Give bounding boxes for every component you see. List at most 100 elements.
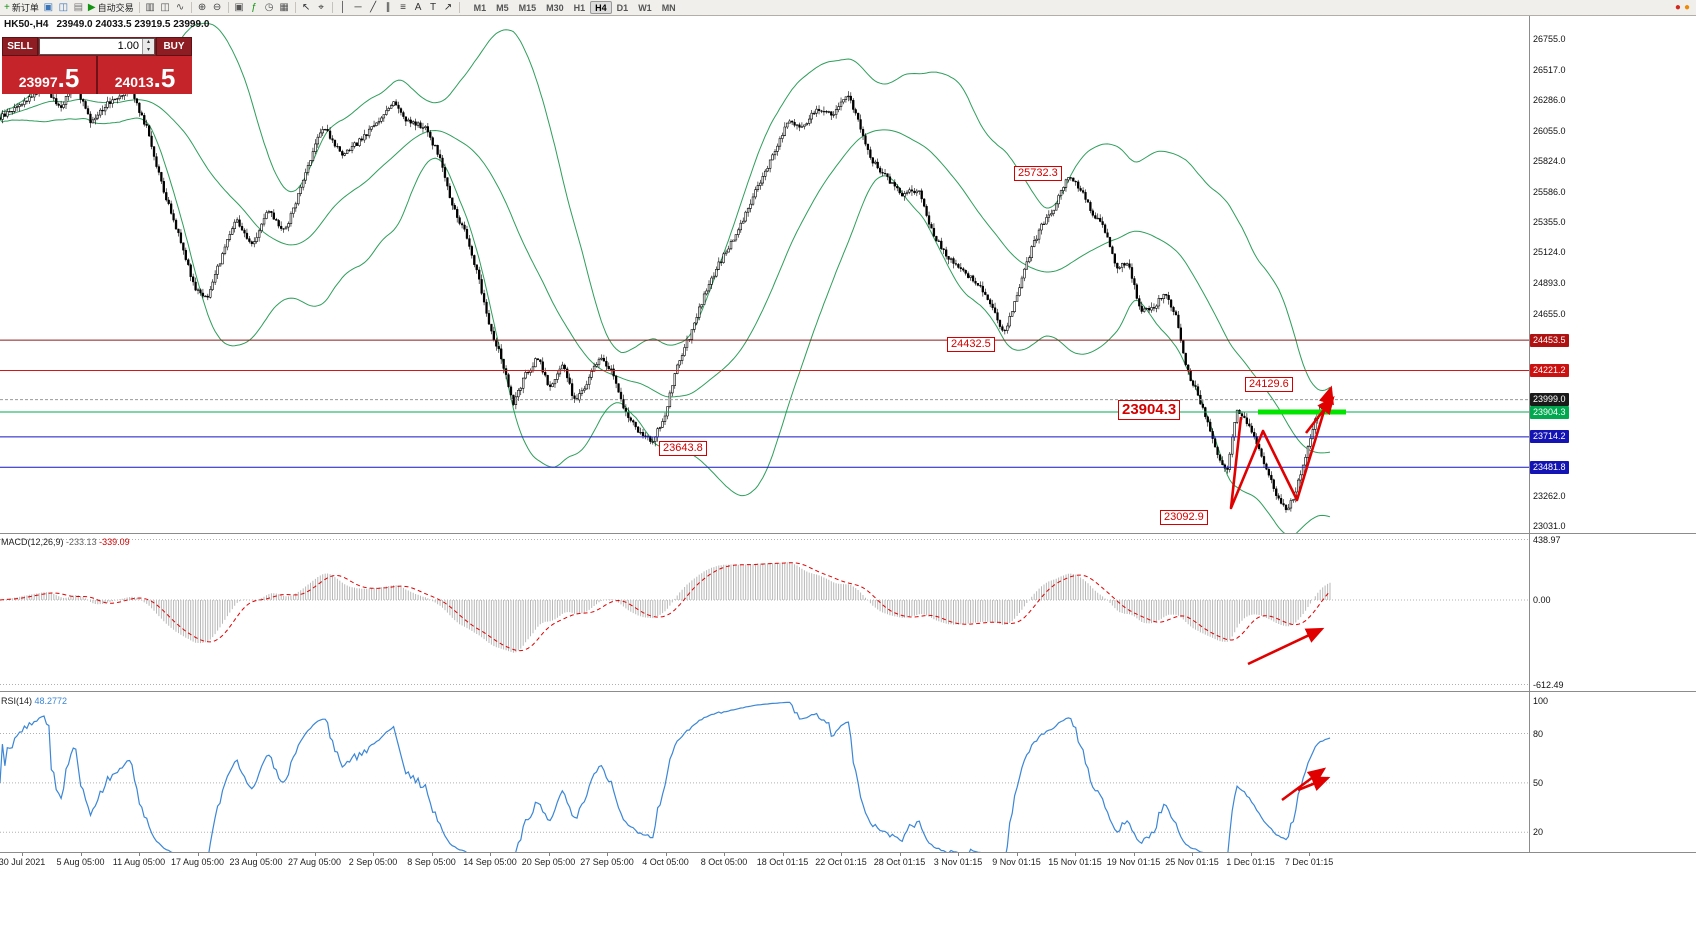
chart-profiles-icon[interactable]: ▣ bbox=[41, 1, 56, 15]
time-axis-label: 14 Sep 05:00 bbox=[463, 857, 517, 867]
toolbar-separator bbox=[458, 2, 460, 13]
tile-windows-button[interactable]: ▣ bbox=[232, 1, 247, 15]
template-icon: ▦ bbox=[279, 1, 289, 13]
channel-button[interactable]: ∥ bbox=[381, 1, 396, 15]
timeframe-m15[interactable]: M15 bbox=[518, 2, 537, 13]
zoom-in-icon: ⊕ bbox=[197, 1, 207, 13]
text-label-icon: T bbox=[430, 1, 437, 13]
sell-button[interactable]: SELL bbox=[2, 37, 38, 56]
indicators-button[interactable]: ƒ bbox=[247, 1, 262, 15]
symbol-period-label: HK50-,H4 bbox=[4, 19, 49, 30]
time-axis-tick bbox=[1309, 853, 1310, 856]
line-chart-button[interactable]: ∿ bbox=[173, 1, 188, 15]
rsi-line bbox=[0, 701, 1331, 852]
timeframe-mn[interactable]: MN bbox=[661, 2, 676, 13]
timeframe-toolbar: M1 M5 M15 M30 H1 H4 D1 W1 MN bbox=[469, 1, 681, 14]
timeframe-d1[interactable]: D1 bbox=[616, 2, 629, 13]
arrow-objects-icon: ↗ bbox=[443, 1, 453, 13]
macd-signal-line bbox=[0, 562, 1331, 652]
pane-separator[interactable] bbox=[0, 691, 1696, 692]
time-axis-tick bbox=[22, 853, 23, 856]
toolbar-separator bbox=[294, 2, 296, 13]
time-axis-label: 7 Dec 01:15 bbox=[1284, 857, 1334, 867]
one-click-trading-panel: SELL 1.00 ▴ ▾ BUY 23997.5 24013.5 bbox=[2, 37, 192, 94]
bar-chart-button[interactable]: ▥ bbox=[143, 1, 158, 15]
macd-up-arrow bbox=[1247, 627, 1325, 666]
periods-button[interactable]: ◷ bbox=[262, 1, 277, 15]
volume-up-arrow[interactable]: ▴ bbox=[146, 39, 150, 45]
trendline-button[interactable]: ╱ bbox=[366, 1, 381, 15]
time-axis-label: 25 Nov 01:15 bbox=[1165, 857, 1219, 867]
time-axis-tick bbox=[1133, 853, 1135, 856]
time-axis-label: 8 Oct 05:00 bbox=[700, 857, 748, 867]
crosshair-button[interactable]: ⌖ bbox=[314, 1, 329, 15]
buy-price[interactable]: 24013.5 bbox=[98, 56, 192, 94]
zoom-out-icon: ⊖ bbox=[212, 1, 222, 13]
autotrading-button[interactable]: ▶ 自动交易 bbox=[86, 1, 136, 15]
market-watch-icon[interactable]: ◫ bbox=[56, 1, 71, 15]
timeframe-m5[interactable]: M5 bbox=[496, 2, 509, 13]
price-pane[interactable] bbox=[0, 22, 1332, 535]
toolbar-separator bbox=[331, 2, 333, 13]
rsi-value: 48.2772 bbox=[34, 696, 68, 706]
time-axis[interactable]: 30 Jul 2021 5 Aug 05:00 11 Aug 05:00 17 Aug… bbox=[0, 852, 1696, 869]
fibonacci-button[interactable]: ≡ bbox=[396, 1, 411, 15]
horizontal-level-lines[interactable] bbox=[0, 339, 1529, 468]
time-axis-label: 27 Aug 05:00 bbox=[287, 857, 342, 867]
chart-profiles-icon: ▣ bbox=[43, 1, 54, 13]
volume-stepper[interactable]: 1.00 ▴ ▾ bbox=[39, 38, 155, 55]
status-orange-icon[interactable]: ● bbox=[1683, 1, 1690, 13]
arrow-objects-button[interactable]: ↗ bbox=[441, 1, 456, 15]
fibonacci-icon: ≡ bbox=[400, 1, 406, 13]
ohlc-values: 23949.0 24033.5 23919.5 23999.0 bbox=[56, 19, 210, 30]
vertical-line-button[interactable]: │ bbox=[336, 1, 351, 15]
data-window-icon: ▤ bbox=[73, 1, 84, 13]
indicators-add-icon: ƒ bbox=[251, 1, 257, 13]
text-label-button[interactable]: T bbox=[426, 1, 441, 15]
time-axis-tick bbox=[490, 853, 491, 856]
timeframe-h1[interactable]: H1 bbox=[573, 2, 586, 13]
trendline-icon: ╱ bbox=[370, 1, 377, 13]
zoom-in-button[interactable]: ⊕ bbox=[195, 1, 210, 15]
time-axis-tick bbox=[314, 853, 316, 856]
time-axis-label: 18 Oct 01:15 bbox=[756, 857, 809, 867]
cursor-button[interactable]: ↖ bbox=[299, 1, 314, 15]
pane-separator[interactable] bbox=[0, 533, 1696, 534]
data-window-icon[interactable]: ▤ bbox=[71, 1, 86, 15]
trade-panel-prices: 23997.5 24013.5 bbox=[2, 56, 192, 94]
time-axis-tick bbox=[1250, 853, 1252, 856]
buy-button[interactable]: BUY bbox=[156, 37, 192, 56]
timeframe-m30[interactable]: M30 bbox=[546, 2, 564, 13]
vertical-line-icon: │ bbox=[339, 1, 347, 13]
toolbar-separator bbox=[138, 2, 140, 13]
time-axis-label: 30 Jul 2021 bbox=[0, 857, 46, 867]
trend-arrows bbox=[1229, 385, 1335, 802]
rsi-up-arrow-1 bbox=[1281, 767, 1327, 802]
horizontal-line-button[interactable]: ─ bbox=[351, 1, 366, 15]
templates-button[interactable]: ▦ bbox=[277, 1, 292, 15]
status-red-icon[interactable]: ● bbox=[1674, 1, 1681, 13]
time-axis-tick bbox=[1075, 853, 1076, 856]
timeframe-w1[interactable]: W1 bbox=[638, 2, 652, 13]
time-axis-label: 2 Sep 05:00 bbox=[348, 857, 398, 867]
volume-down-arrow[interactable]: ▾ bbox=[146, 46, 150, 53]
toolbar: + 新订单 ▣ ◫ ▤ ▶ 自动交易 ▥ ◫ ∿ ⊕ ⊖ ▣ ƒ ◷ ▦ ↖ ⌖ │ ─ ╱ ∥ ≡ A T ↗ M1 M5 M15 M3… bbox=[0, 0, 1696, 16]
candlestick-chart-button[interactable]: ◫ bbox=[158, 1, 173, 15]
time-axis-label: 5 Aug 05:00 bbox=[56, 857, 105, 867]
text-button[interactable]: A bbox=[411, 1, 426, 15]
new-order-button[interactable]: + 新订单 bbox=[2, 1, 41, 15]
macd-value: -233.13 bbox=[66, 537, 97, 547]
timeframe-h4[interactable]: H4 bbox=[590, 1, 612, 14]
timeframe-m1[interactable]: M1 bbox=[473, 2, 487, 13]
rsi-pane[interactable] bbox=[0, 701, 1529, 863]
time-axis-tick bbox=[548, 853, 550, 856]
zoom-out-button[interactable]: ⊖ bbox=[210, 1, 225, 15]
volume-value[interactable]: 1.00 bbox=[117, 40, 139, 52]
bollinger-bands bbox=[0, 22, 1331, 533]
time-axis-tick bbox=[899, 853, 901, 856]
new-order-button-label: 新订单 bbox=[11, 3, 39, 13]
sell-price[interactable]: 23997.5 bbox=[2, 56, 96, 94]
macd-pane[interactable] bbox=[0, 539, 1529, 685]
cursor-icon: ↖ bbox=[301, 1, 311, 13]
